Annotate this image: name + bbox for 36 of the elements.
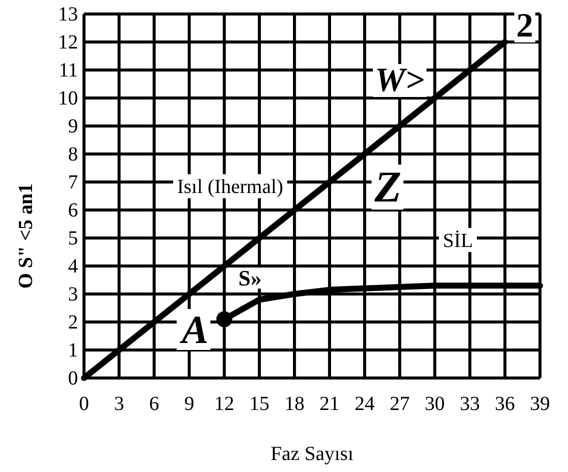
annotation: 2 bbox=[516, 7, 534, 44]
y-tick-label: 3 bbox=[68, 283, 78, 306]
x-tick-label: 12 bbox=[214, 393, 234, 416]
x-tick-label: 24 bbox=[354, 393, 375, 416]
x-axis-title: Faz Sayısı bbox=[270, 443, 354, 465]
x-tick-label: 27 bbox=[390, 393, 410, 416]
annotation: S» bbox=[238, 266, 262, 291]
x-tick-label: 9 bbox=[184, 393, 194, 416]
y-tick-label: 2 bbox=[68, 311, 78, 334]
x-tick-label: 15 bbox=[249, 393, 270, 416]
x-tick-label: 18 bbox=[284, 393, 304, 416]
y-tick-label: 5 bbox=[68, 227, 78, 250]
annotation: A bbox=[178, 307, 208, 352]
y-tick-label: 12 bbox=[58, 31, 78, 54]
x-tick-label: 39 bbox=[530, 393, 550, 416]
y-tick-label: 7 bbox=[68, 171, 78, 194]
x-tick-label: 21 bbox=[320, 393, 340, 416]
x-tick-label: 30 bbox=[424, 393, 445, 416]
y-axis-title: O S" <5 an1 bbox=[15, 183, 37, 289]
y-tick-label: 13 bbox=[58, 3, 78, 26]
x-tick-label: 33 bbox=[460, 393, 480, 416]
y-tick-label: 1 bbox=[68, 339, 78, 362]
y-tick-label: 10 bbox=[58, 87, 78, 110]
y-tick-label: 8 bbox=[68, 143, 78, 166]
series-label: Isıl (Ihermal) bbox=[177, 176, 284, 198]
y-tick-label: 11 bbox=[58, 59, 78, 82]
y-tick-label: 4 bbox=[68, 255, 78, 278]
annotation: Z bbox=[374, 162, 402, 212]
x-tick-label: 3 bbox=[114, 393, 124, 416]
y-tick-label: 0 bbox=[68, 367, 78, 390]
x-tick-label: 36 bbox=[494, 393, 515, 416]
series-label: SİL bbox=[442, 230, 473, 252]
annotation: W> bbox=[374, 62, 424, 99]
y-tick-label: 6 bbox=[68, 199, 78, 222]
x-tick-label: 6 bbox=[149, 393, 160, 416]
y-tick-label: 9 bbox=[68, 115, 78, 138]
